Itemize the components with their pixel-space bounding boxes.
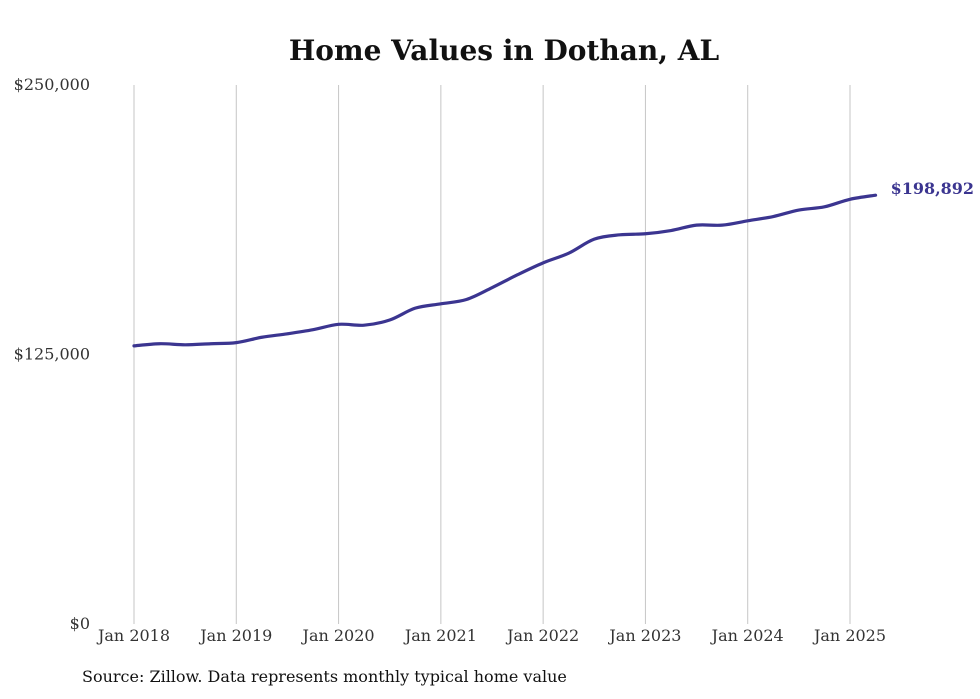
source-note: Source: Zillow. Data represents monthly … [82,667,567,686]
x-tick-label: Jan 2022 [505,626,579,645]
x-tick-label: Jan 2019 [198,626,272,645]
x-axis-tick-labels: Jan 2018 Jan 2019 Jan 2020 Jan 2021 Jan 2022… [96,626,886,645]
series-line [132,193,878,348]
y-tick-label: $0 [70,614,90,633]
series-lines [132,193,878,348]
x-tick-label: Jan 2021 [403,626,477,645]
end-value-labels: $198,892 [891,179,975,198]
x-tick-label: Jan 2024 [710,626,784,645]
y-tick-label: $250,000 [14,75,90,94]
end-value-label: $198,892 [891,179,975,198]
y-axis-tick-labels: $0 $125,000 $250,000 [14,75,90,633]
x-tick-label: Jan 2020 [301,626,375,645]
x-tick-label: Jan 2023 [607,626,681,645]
x-tick-label: Jan 2025 [812,626,886,645]
chart-title: Home Values in Dothan, AL [289,34,720,67]
x-tick-label: Jan 2018 [96,626,170,645]
vertical-gridlines [133,85,851,624]
y-tick-label: $125,000 [14,345,90,364]
